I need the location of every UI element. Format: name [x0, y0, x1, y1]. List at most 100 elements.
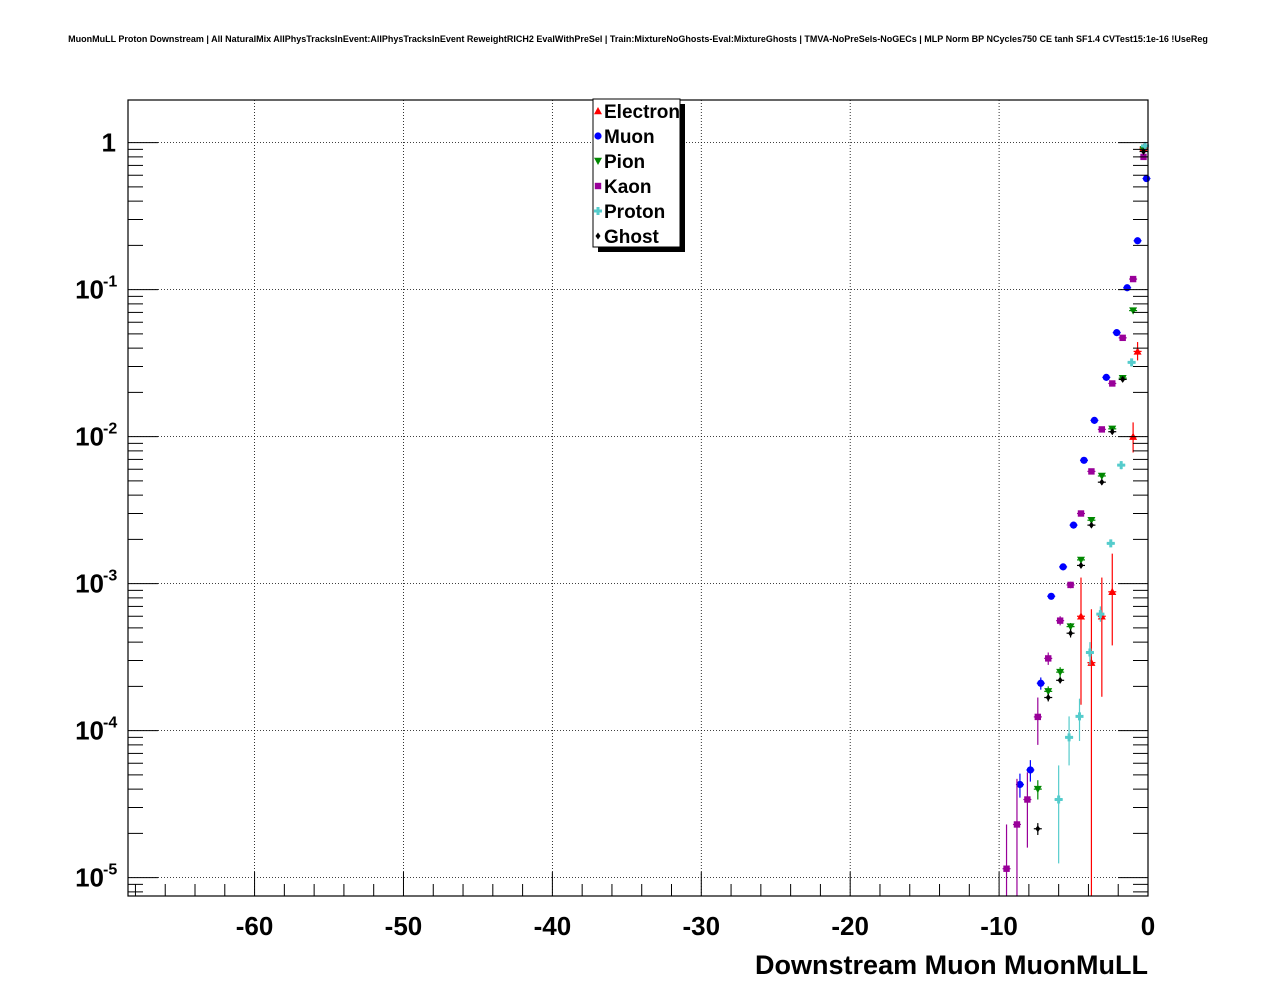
y-tick-exponent: -2: [103, 421, 117, 438]
legend-marker: [594, 207, 602, 215]
data-point: [1109, 380, 1116, 387]
legend-entry: Electron: [604, 102, 680, 123]
data-point: [1097, 472, 1106, 480]
y-tick-exponent: -3: [103, 568, 117, 585]
y-tick-exponent: -4: [103, 715, 117, 732]
data-point: [1013, 821, 1021, 828]
legend: Electron Muon Pion Kaon Proton Ghost: [592, 98, 685, 252]
data-point: [1054, 795, 1063, 804]
data-point: [1080, 456, 1088, 464]
data-point: [1108, 587, 1117, 595]
x-tick-label: -40: [534, 911, 572, 941]
x-tick-label: -30: [682, 911, 720, 941]
x-tick-label: 0: [1141, 911, 1155, 941]
y-tick-exponent: -5: [103, 862, 117, 879]
x-axis-title: Downstream Muon MuonMuLL: [755, 950, 1148, 980]
y-tick-label: 10: [75, 569, 104, 599]
data-point: [1077, 510, 1085, 517]
legend-entry: Kaon: [604, 177, 652, 198]
data-point: [1088, 521, 1094, 529]
x-tick-label: -60: [236, 911, 274, 941]
data-point: [1078, 561, 1084, 569]
legend-entry: Proton: [604, 202, 665, 223]
legend-marker: [595, 232, 601, 240]
data-point: [1133, 347, 1142, 355]
data-point: [1024, 796, 1031, 803]
data-point: [1129, 307, 1138, 315]
legend-marker: [594, 107, 602, 115]
data-point: [1133, 237, 1142, 245]
data-point: [1037, 679, 1045, 687]
data-point: [1045, 694, 1051, 702]
y-tick-exponent: -1: [103, 274, 117, 291]
data-point: [1034, 713, 1042, 721]
data-layer: [1002, 141, 1151, 896]
y-tick-label: 10: [75, 716, 104, 746]
data-point: [1056, 617, 1064, 624]
y-tick-base: 10: [75, 422, 104, 452]
data-point: [1045, 655, 1052, 662]
legend-marker: [594, 182, 602, 190]
data-point: [1003, 865, 1010, 872]
data-point: [1127, 358, 1136, 367]
series-muon: [1015, 174, 1151, 798]
data-point: [1123, 284, 1131, 292]
data-point: [1056, 668, 1065, 677]
data-point: [1096, 610, 1105, 619]
data-point: [1106, 539, 1115, 548]
series-electron: [1076, 143, 1148, 896]
series-ghost: [1033, 148, 1148, 835]
data-point: [1076, 612, 1085, 620]
y-tick-base: 10: [75, 716, 104, 746]
data-point: [1142, 174, 1151, 183]
data-point: [1098, 426, 1106, 433]
data-point: [1016, 780, 1024, 789]
data-point: [1085, 648, 1094, 657]
y-tick-label: 10: [75, 863, 104, 893]
y-tick-base: 10: [75, 863, 104, 893]
y-tick-label: 1: [102, 128, 116, 158]
legend-marker: [594, 157, 602, 165]
data-point: [1088, 468, 1095, 475]
y-tick-base: 10: [75, 569, 104, 599]
data-point: [1141, 141, 1150, 150]
data-point: [1044, 688, 1053, 696]
data-point: [1075, 712, 1084, 721]
legend-entry: Muon: [604, 127, 655, 148]
data-point: [1113, 329, 1121, 337]
data-point: [1090, 416, 1098, 424]
x-tick-label: -20: [831, 911, 869, 941]
y-tick-label: 10: [75, 275, 104, 305]
data-point: [1059, 563, 1067, 571]
data-point: [1076, 556, 1085, 564]
legend-entry: Pion: [604, 152, 645, 173]
data-point: [1102, 373, 1110, 381]
data-point: [1035, 825, 1041, 833]
data-point: [1109, 428, 1115, 436]
y-tick-base: 10: [75, 275, 104, 305]
data-point: [1026, 766, 1034, 774]
data-point: [1033, 785, 1042, 794]
data-point: [1087, 517, 1096, 525]
legend-marker: [594, 132, 602, 140]
y-tick-label: 10: [75, 422, 104, 452]
data-point: [1117, 461, 1126, 470]
chart-title: MuonMuLL Proton Downstream | All Natural…: [68, 34, 1208, 44]
legend-entry: Ghost: [604, 227, 660, 248]
data-point: [1067, 581, 1074, 589]
data-point: [1068, 629, 1074, 637]
data-point: [1129, 275, 1137, 283]
y-tick-base: 1: [102, 128, 116, 158]
data-point: [1099, 478, 1105, 486]
data-point: [1069, 521, 1078, 529]
series-proton: [1054, 141, 1150, 864]
data-point: [1057, 676, 1063, 684]
data-point: [1066, 623, 1075, 631]
x-tick-label: -50: [385, 911, 423, 941]
data-point: [1119, 334, 1126, 342]
data-point: [1047, 592, 1055, 600]
data-point: [1065, 733, 1074, 742]
x-tick-label: -10: [980, 911, 1018, 941]
